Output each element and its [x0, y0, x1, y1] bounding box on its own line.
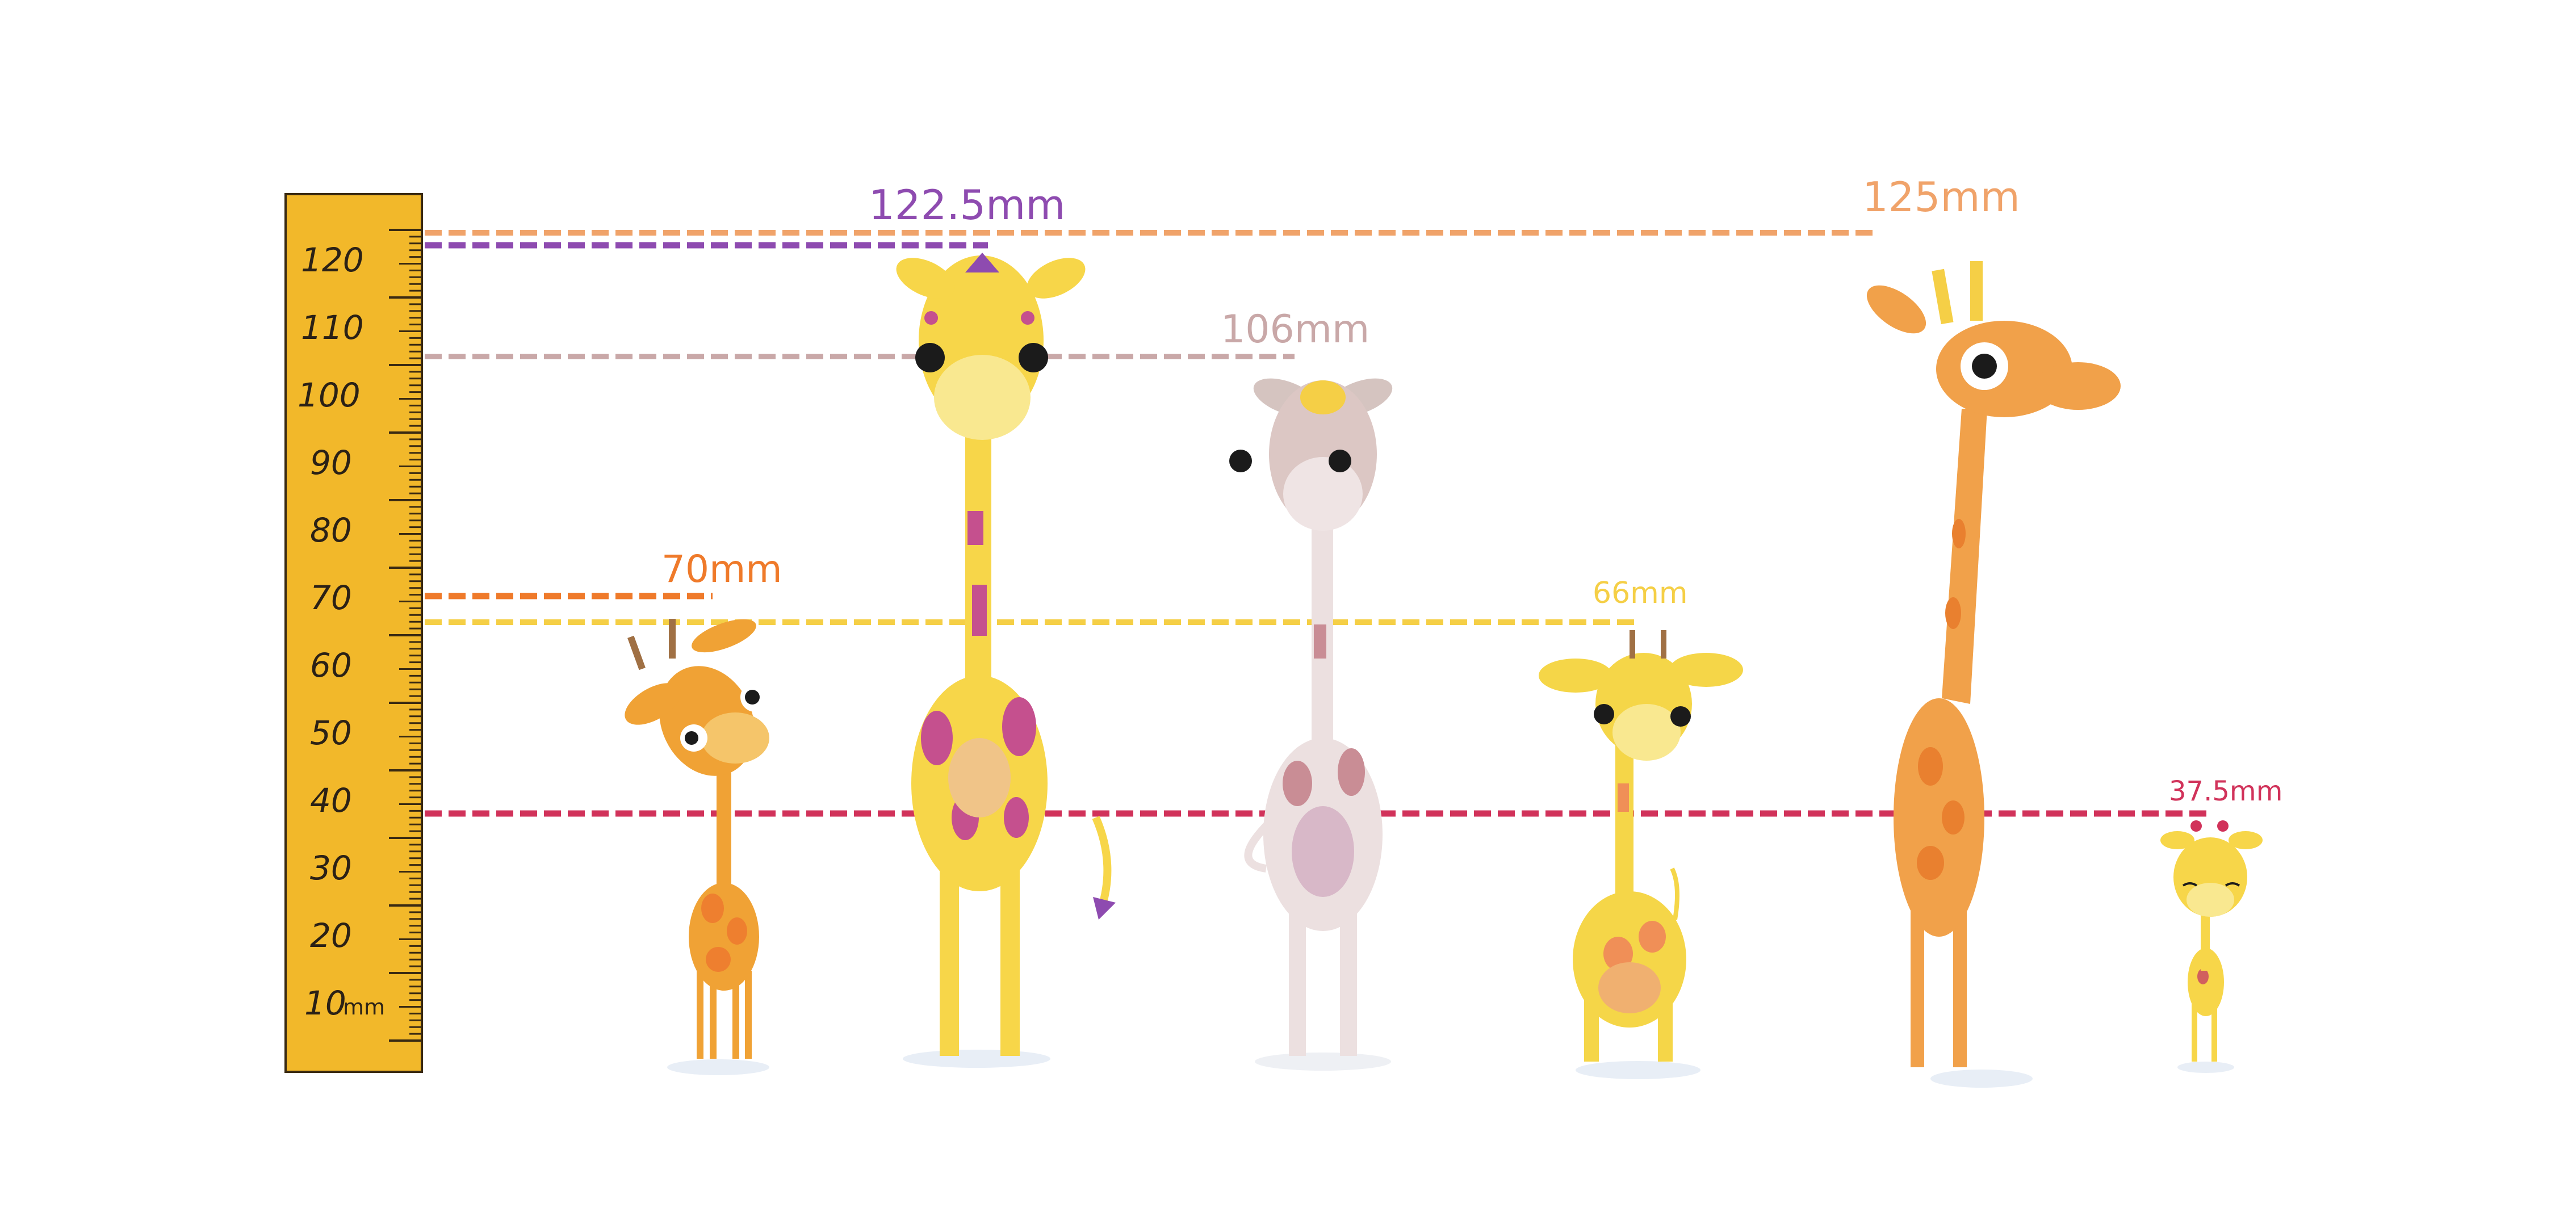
tick-label-60: 60	[310, 646, 352, 685]
tick-label-30: 30	[310, 849, 352, 887]
tick-label-100: 100	[298, 376, 361, 414]
label-106mm: 106mm	[1221, 307, 1369, 352]
tick-label-20: 20	[310, 916, 352, 955]
baby-giraffe	[2160, 820, 2263, 1073]
tick-label-90: 90	[310, 443, 352, 482]
tick-label-10: 10	[304, 984, 346, 1022]
measuring-ruler: 120 110 100 90 80 70 60 50 40 30 20 10 m…	[284, 193, 423, 1073]
tick-label-70: 70	[310, 578, 352, 617]
pale-pink-giraffe	[1229, 378, 1393, 1071]
tick-label-80: 80	[310, 511, 352, 550]
label-122-5mm: 122.5mm	[869, 181, 1065, 229]
label-70mm: 70mm	[661, 547, 782, 591]
orange-small-giraffe	[625, 619, 770, 1075]
label-66mm: 66mm	[1593, 576, 1687, 610]
yellow-pink-giraffe	[896, 253, 1116, 1068]
measurement-labels: 122.5mm 125mm 106mm 70mm 66mm 37.5mm	[661, 173, 2282, 807]
tick-label-50: 50	[310, 714, 352, 752]
label-37-5mm: 37.5mm	[2169, 775, 2282, 807]
label-125mm: 125mm	[1862, 173, 2020, 221]
tall-orange-giraffe	[1866, 261, 2121, 1088]
tick-label-40: 40	[310, 781, 352, 820]
yellow-short-giraffe	[1539, 630, 1743, 1079]
ruler-ticks	[389, 229, 422, 1042]
tick-label-110: 110	[301, 308, 364, 347]
ruler-unit-label: mm	[343, 995, 385, 1020]
tick-label-120: 120	[301, 241, 364, 279]
